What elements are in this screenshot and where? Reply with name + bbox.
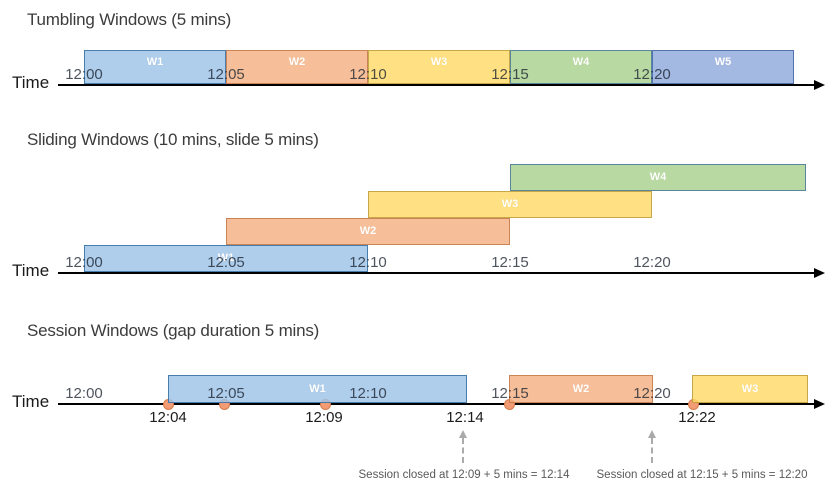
tick-label: 12:10 [349,385,387,402]
window-label: W4 [649,171,667,183]
tick-label: 12:20 [633,254,671,271]
window-label: W3 [501,198,519,210]
time-axis [58,272,814,274]
time-axis [58,84,814,86]
window-bar: W2 [226,50,368,84]
tick-label: 12:05 [207,254,245,271]
tick-label: 12:00 [65,254,103,271]
axis-label: Time [12,261,50,280]
tick-label: 12:05 [207,66,245,83]
window-label: W1 [217,252,235,264]
window-bar: W1 [84,245,368,272]
window-bar: W1 [168,375,467,403]
tick-label: 12:20 [633,385,671,402]
event-time-label: 12:22 [678,409,716,426]
window-label: W3 [430,56,448,68]
window-label: W1 [146,56,164,68]
event-time-label: 12:04 [149,409,187,426]
tick-label: 12:00 [65,66,103,83]
window-bar: W3 [368,191,652,218]
axis-label: Time [12,392,50,411]
window-label: W2 [359,225,377,237]
window-label: W3 [741,383,759,395]
window-bar: W4 [510,164,806,191]
window-bar: W2 [226,218,510,245]
window-bar: W3 [692,375,808,403]
time-axis [58,403,814,405]
tick-label: 12:05 [207,385,245,402]
axis-label: Time [12,73,50,92]
tick-label: 12:10 [349,66,387,83]
window-label: W2 [572,383,590,395]
window-bar: W4 [510,50,652,84]
tick-label: 12:15 [491,385,529,402]
axis-arrowhead-icon [814,79,825,90]
window-label: W1 [309,383,326,395]
event-time-label: 12:14 [446,409,484,426]
axis-arrowhead-icon [814,398,825,409]
axis-arrowhead-icon [814,267,825,278]
section-title: Sliding Windows (10 mins, slide 5 mins) [27,130,319,149]
annotation-text: Session closed at 12:09 + 5 mins = 12:14 [358,469,570,481]
window-bar: W1 [84,50,226,84]
section-title: Session Windows (gap duration 5 mins) [27,321,320,340]
annotation-arrow-icon [647,430,656,438]
window-bar: W5 [652,50,794,84]
window-label: W2 [288,56,306,68]
tick-label: 12:00 [65,385,103,402]
window-label: W5 [714,56,732,68]
annotation-arrow-line [462,438,464,463]
tick-label: 12:15 [491,66,529,83]
window-label: W4 [572,56,590,68]
tick-label: 12:10 [349,254,387,271]
event-time-label: 12:09 [305,409,343,426]
tick-label: 12:15 [491,254,529,271]
tick-label: 12:20 [633,66,671,83]
section-title: Tumbling Windows (5 mins) [27,10,232,29]
window-bar: W2 [509,375,653,403]
annotation-arrow-icon [458,430,467,438]
window-bar: W3 [368,50,510,84]
annotation-text: Session closed at 12:15 + 5 mins = 12:20 [596,469,808,481]
annotation-arrow-line [651,438,653,463]
